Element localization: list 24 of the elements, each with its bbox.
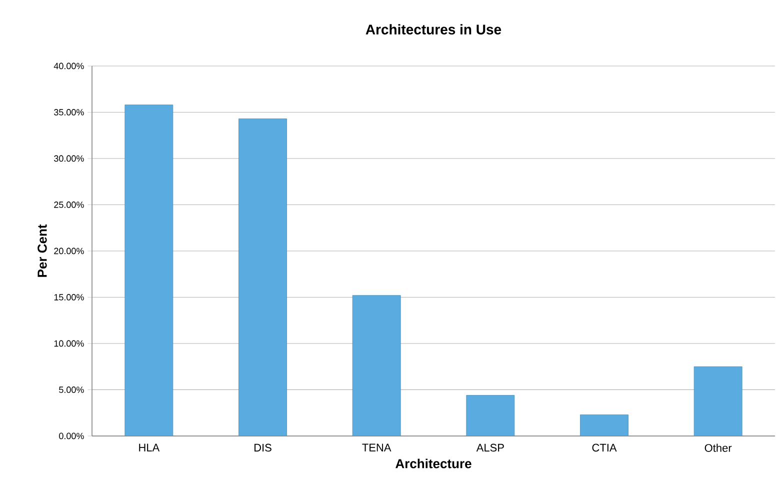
bar bbox=[694, 366, 742, 436]
y-tick-label: 15.00% bbox=[54, 294, 84, 300]
y-axis-title: Per Cent bbox=[38, 224, 47, 277]
x-axis-title: Architecture bbox=[396, 458, 472, 468]
y-tick-label: 20.00% bbox=[54, 248, 84, 254]
bar bbox=[466, 395, 515, 436]
y-tick-label: 5.00% bbox=[59, 386, 84, 393]
y-tick-label: 35.00% bbox=[54, 109, 84, 116]
y-tick-label: 0.00% bbox=[59, 432, 84, 440]
x-tick-label: TENA bbox=[362, 444, 392, 452]
x-tick-label: Other bbox=[704, 444, 732, 452]
chart-title: Architectures in Use bbox=[366, 24, 502, 34]
y-tick-label: 40.00% bbox=[54, 62, 84, 70]
bar bbox=[580, 414, 628, 436]
x-tick-label: HLA bbox=[139, 444, 160, 452]
x-tick-label: ALSP bbox=[476, 444, 504, 452]
x-tick-label: DIS bbox=[254, 444, 272, 452]
y-tick-label: 25.00% bbox=[54, 202, 84, 208]
y-tick-label: 10.00% bbox=[54, 340, 84, 347]
y-tick-label: 30.00% bbox=[54, 155, 84, 162]
bar bbox=[238, 118, 287, 436]
bar bbox=[124, 104, 174, 436]
bar bbox=[352, 295, 401, 436]
x-tick-label: CTIA bbox=[592, 444, 617, 452]
